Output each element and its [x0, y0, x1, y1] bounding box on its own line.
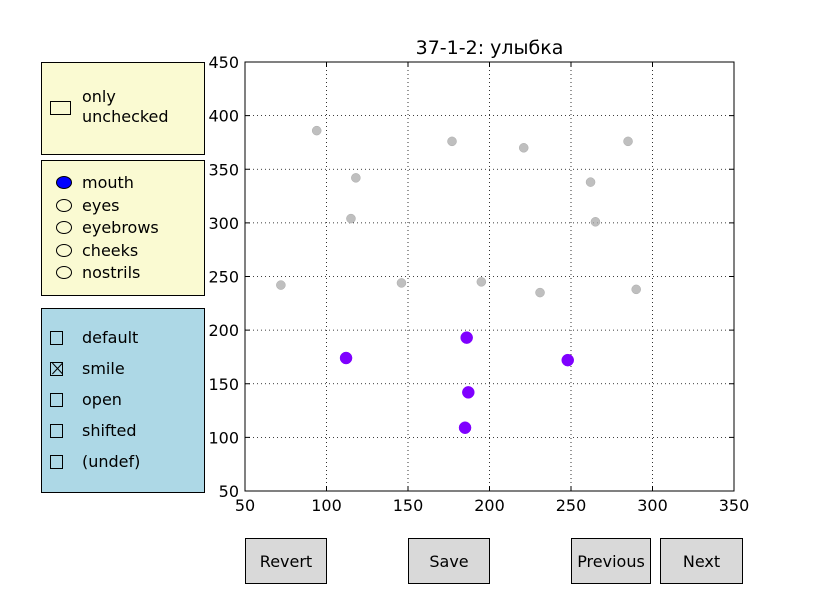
y-tick-label: 100: [208, 428, 239, 447]
y-tick-label: 200: [208, 321, 239, 340]
mouth-landmark-point: [561, 353, 574, 367]
landmark-point: [447, 136, 457, 147]
radio-option-label: nostrils: [82, 263, 141, 283]
x-tick-label: 350: [719, 496, 750, 515]
landmark-point: [590, 217, 601, 227]
next-button[interactable]: Next: [660, 538, 743, 584]
landmark-point: [351, 173, 361, 183]
label-checkbox-panel: default smile open shifted (undef): [41, 308, 205, 493]
only-unchecked-label-line2: unchecked: [82, 107, 169, 126]
x-tick-label: 300: [637, 496, 668, 515]
y-tick-label: 150: [208, 375, 239, 394]
checked-box-icon: [50, 362, 63, 376]
landmark-point: [346, 213, 356, 224]
unchecked-box-icon: [50, 424, 63, 438]
y-tick-label: 400: [208, 107, 239, 126]
x-tick-label: 50: [235, 496, 255, 515]
feature-radio-panel: mouth eyes eyebrows cheeks nostrils: [41, 160, 205, 296]
x-tick-label: 150: [393, 496, 424, 515]
radio-circle-icon: [56, 176, 72, 189]
radio-option-label: eyes: [82, 195, 120, 215]
x-tick-label: 250: [556, 496, 587, 515]
y-tick-label: 250: [208, 268, 239, 287]
landmark-point: [476, 277, 487, 287]
revert-button[interactable]: Revert: [245, 538, 327, 584]
mouth-landmark-point: [460, 331, 473, 344]
label-checkbox-text: (undef): [82, 452, 141, 471]
radio-option-label: cheeks: [82, 240, 139, 260]
chart-title: 37-1-2: улыбка: [416, 37, 564, 59]
only-unchecked-label-line1: only: [82, 87, 116, 106]
mouth-landmark-point: [462, 386, 475, 399]
y-tick-label: 300: [208, 214, 239, 233]
label-checkbox-text: shifted: [82, 421, 137, 440]
radio-circle-icon: [56, 243, 72, 257]
radio-option-label: eyebrows: [82, 218, 159, 238]
landmark-point: [585, 177, 596, 187]
y-tick-label: 50: [219, 482, 239, 501]
y-tick-label: 350: [208, 160, 239, 179]
x-tick-label: 100: [311, 496, 342, 515]
mouth-landmark-point: [339, 351, 353, 365]
only-unchecked-panel: only unchecked: [41, 62, 205, 155]
unchecked-box-icon: [50, 331, 63, 345]
landmark-point: [518, 143, 529, 153]
radio-option-label: mouth: [82, 173, 134, 192]
landmark-point: [276, 280, 286, 290]
only-unchecked-checkbox[interactable]: [50, 101, 71, 115]
save-button[interactable]: Save: [408, 538, 490, 584]
landmark-point: [623, 136, 633, 147]
radio-circle-icon: [56, 266, 72, 280]
radio-circle-icon: [56, 221, 72, 235]
unchecked-box-icon: [50, 393, 63, 407]
previous-button[interactable]: Previous: [571, 538, 651, 584]
landmark-point: [631, 284, 641, 295]
mouth-landmark-point: [458, 421, 472, 434]
landmark-point: [396, 278, 407, 288]
label-checkbox-text: smile: [82, 359, 125, 378]
y-tick-label: 450: [208, 53, 239, 72]
label-checkbox-text: default: [82, 328, 139, 347]
x-tick-label: 200: [474, 496, 505, 515]
only-unchecked-label: only unchecked: [82, 87, 169, 127]
landmark-point: [535, 287, 545, 298]
landmark-point: [311, 125, 322, 136]
radio-circle-icon: [56, 198, 72, 212]
label-checkbox-text: open: [82, 390, 122, 409]
unchecked-box-icon: [50, 455, 63, 469]
